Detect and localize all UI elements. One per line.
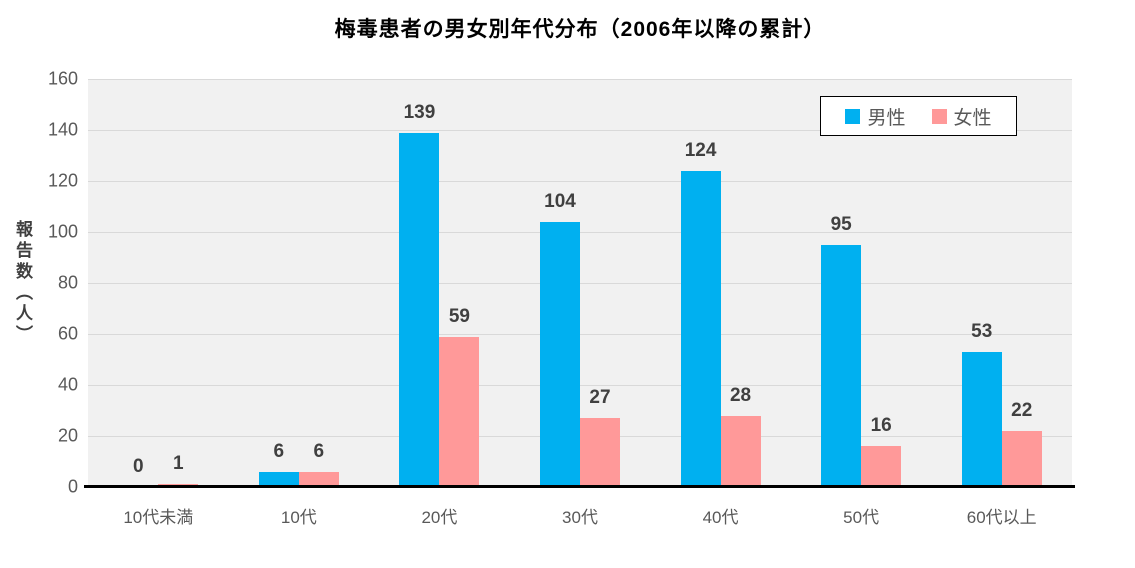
data-label-series1-cat0: 1 xyxy=(172,453,184,475)
bar-series1-cat4 xyxy=(720,415,761,487)
data-label-series1-cat5: 16 xyxy=(870,415,892,437)
y-tick-label-20: 20 xyxy=(57,425,78,446)
gridline-140 xyxy=(88,130,1072,131)
x-axis-label-cat3: 30代 xyxy=(562,508,598,527)
y-axis-ticks: 0 20 40 60 80 100 120 140 160 xyxy=(0,0,78,568)
y-tick-label-100: 100 xyxy=(47,221,78,242)
bar-series0-cat2 xyxy=(399,132,440,487)
gridline-100 xyxy=(88,232,1072,233)
legend-item-female: 女性 xyxy=(931,103,992,130)
x-axis-line xyxy=(84,485,1075,488)
x-axis-label-cat2: 20代 xyxy=(421,508,458,527)
gridline-120 xyxy=(88,181,1072,182)
plot-area: 男性 女性 0 1 6 6 139 59 104 27 124 28 95 16 53 22 xyxy=(88,79,1072,487)
data-label-series1-cat1: 6 xyxy=(313,440,325,462)
bar-series1-cat1 xyxy=(298,471,339,487)
data-label-series0-cat1: 6 xyxy=(273,440,285,462)
chart-title: 梅毒患者の男女別年代分布（2006年以降の累計） xyxy=(334,18,826,41)
bar-series1-cat5 xyxy=(861,446,902,487)
data-label-series1-cat2: 59 xyxy=(448,305,470,327)
male-series-swatch-icon xyxy=(845,108,861,124)
x-axis-labels: 10代未満 10代 20代 30代 40代 50代 60代以上 xyxy=(88,503,1072,533)
data-label-series0-cat0: 0 xyxy=(132,456,144,477)
bar-series0-cat5 xyxy=(821,244,862,487)
y-tick-label-0: 0 xyxy=(67,476,78,497)
data-label-series0-cat3: 104 xyxy=(544,190,576,212)
x-axis-label-cat4: 40代 xyxy=(702,508,739,527)
bar-series0-cat6 xyxy=(961,351,1002,487)
y-axis-title: 報告数（人） xyxy=(13,220,32,346)
y-tick-label-60: 60 xyxy=(57,323,78,344)
male-series-label: 男性 xyxy=(867,107,906,129)
x-axis-label-cat5: 50代 xyxy=(843,508,880,527)
gridline-60 xyxy=(88,334,1072,335)
data-label-series0-cat5: 95 xyxy=(830,213,852,235)
bar-series0-cat1 xyxy=(258,471,299,487)
bar-series1-cat6 xyxy=(1001,430,1042,487)
bar-series1-cat2 xyxy=(439,336,480,487)
y-tick-label-160: 160 xyxy=(47,68,78,89)
data-label-series1-cat4: 28 xyxy=(729,384,752,406)
female-series-label: 女性 xyxy=(953,107,992,129)
bar-series1-cat3 xyxy=(580,418,620,487)
data-label-series1-cat3: 27 xyxy=(589,387,611,409)
y-tick-label-120: 120 xyxy=(47,170,78,191)
legend: 男性 女性 xyxy=(820,96,1017,136)
y-tick-label-80: 80 xyxy=(57,272,78,293)
bar-series0-cat3 xyxy=(540,221,580,487)
y-tick-label-40: 40 xyxy=(57,374,78,395)
data-label-series0-cat2: 139 xyxy=(403,101,436,123)
x-axis-label-cat6: 60代以上 xyxy=(966,508,1037,527)
female-series-swatch-icon xyxy=(931,108,947,124)
x-axis-label-cat0: 10代未満 xyxy=(123,508,194,527)
y-tick-label-140: 140 xyxy=(47,119,78,140)
legend-item-male: 男性 xyxy=(845,103,906,130)
data-label-series1-cat6: 22 xyxy=(1011,399,1033,421)
gridline-40 xyxy=(88,385,1072,386)
gridline-160 xyxy=(88,79,1072,80)
bar-series0-cat4 xyxy=(680,170,721,487)
x-axis-label-cat1: 10代 xyxy=(280,508,317,527)
data-label-series0-cat6: 53 xyxy=(971,320,993,342)
gridline-80 xyxy=(88,283,1072,284)
data-label-series0-cat4: 124 xyxy=(684,139,717,161)
